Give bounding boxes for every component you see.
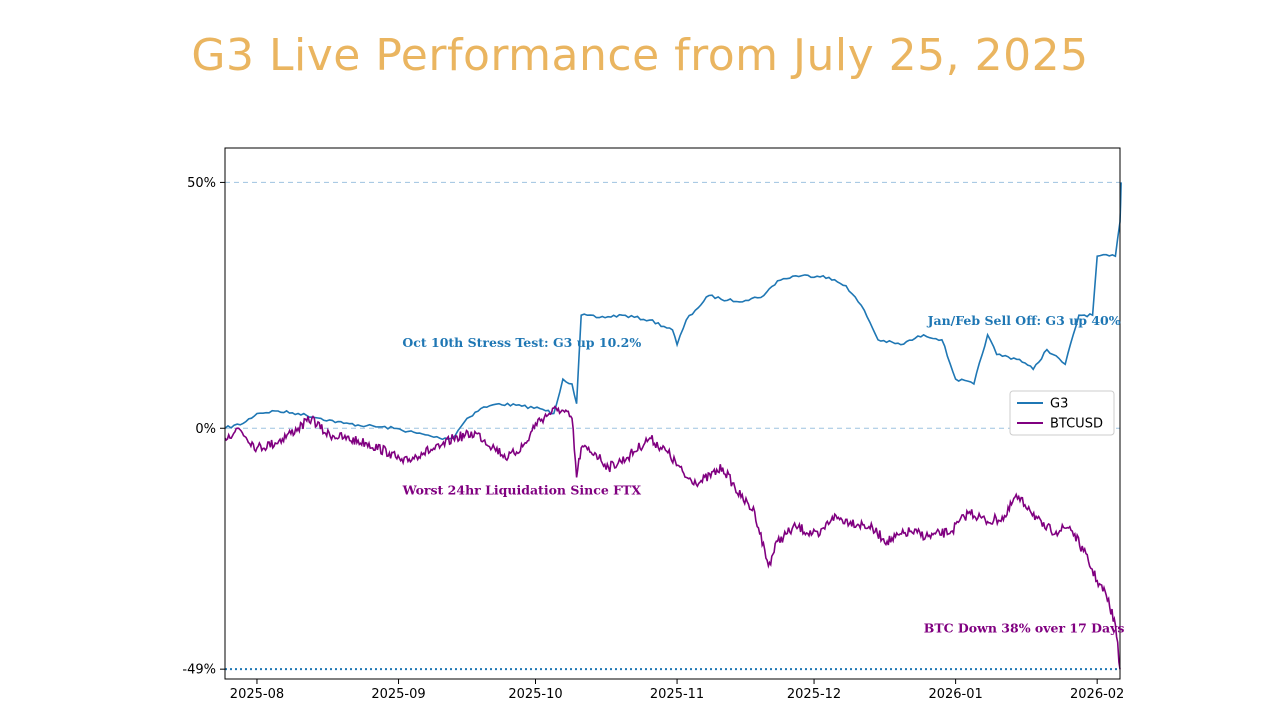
legend: G3 BTCUSD [1009, 390, 1115, 436]
x-tick-label: 2025-09 [371, 687, 425, 702]
y-tick-label: 50% [187, 176, 216, 191]
annotation-label: Oct 10th Stress Test: G3 up 10.2% [402, 335, 641, 350]
annotation-label: Worst 24hr Liquidation Since FTX [402, 483, 642, 498]
y-tick-label: -49% [182, 663, 216, 678]
x-tick-label: 2025-10 [508, 687, 562, 702]
reference-lines [225, 181, 1120, 671]
legend-label-g3: G3 [1050, 397, 1068, 412]
series-layer [224, 182, 1122, 670]
page-title: G3 Live Performance from July 25, 2025 [191, 30, 1089, 81]
g3-series-line [224, 182, 1122, 441]
y-tick-label: 0% [195, 422, 216, 437]
x-tick-label: 2025-12 [787, 687, 841, 702]
x-tick-label: 2025-11 [650, 687, 704, 702]
annotation-layer: Oct 10th Stress Test: G3 up 10.2% Worst 2… [402, 313, 1125, 635]
plot-frame [224, 147, 1121, 680]
btcusd-series-line [224, 405, 1121, 670]
x-tick-label: 2026-01 [928, 687, 982, 702]
x-tick-label: 2025-08 [230, 687, 284, 702]
x-tick-label: 2026-02 [1070, 687, 1124, 702]
legend-label-btcusd: BTCUSD [1050, 417, 1103, 432]
annotation-label: BTC Down 38% over 17 Days [924, 620, 1125, 635]
axis-layer: 2025-08 2025-09 2025-10 2025-11 2025-12 2026-… [182, 176, 1124, 702]
annotation-label: Jan/Feb Sell Off: G3 up 40% [927, 313, 1121, 328]
